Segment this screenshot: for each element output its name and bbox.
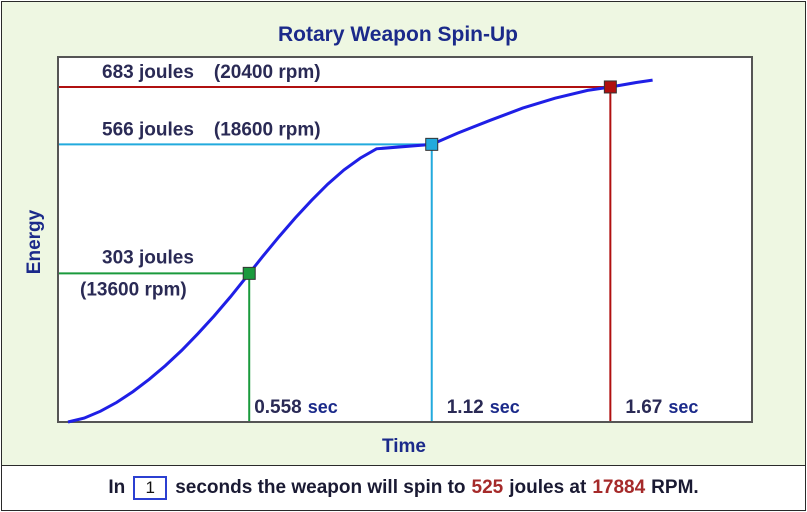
chart-panel: Rotary Weapon Spin-Up 303 joules (13600 r… [2,2,805,466]
joules-value: 525 [471,477,504,498]
marker-3-time-label: 1.67 sec [625,397,698,418]
spin-up-chart: Rotary Weapon Spin-Up 303 joules (13600 r… [24,23,753,457]
marker-2-point [425,137,439,151]
marker-2-time-unit: sec [490,397,520,417]
marker-3-label: 683 joules (20400 rpm) [102,62,321,83]
marker-3-point [603,80,617,94]
spin-up-curve [67,78,653,424]
marker-1-time-unit: sec [308,397,338,417]
marker-3-time-value: 1.67 [625,397,662,418]
marker-1-time-value: 0.558 [254,397,302,418]
marker-3-time-unit: sec [668,397,698,417]
x-axis-label: Time [382,436,426,457]
footer-middle: seconds the weapon will spin to [175,477,466,498]
joules-unit: joules at [509,477,587,498]
y-axis-label: Energy [24,209,45,274]
marker-2-energy-label: 566 joules [102,119,194,140]
marker-2-label: 566 joules (18600 rpm) [102,119,321,140]
chart-title: Rotary Weapon Spin-Up [278,23,518,46]
marker-3-energy-label: 683 joules [102,62,194,83]
marker-2-time-value: 1.12 [447,397,484,418]
marker-2-time-label: 1.12 sec [447,397,520,418]
guide-lines [59,85,612,421]
marker-1-point [242,266,256,280]
marker-1-energy-label: 303 joules [102,247,194,268]
plot-area [57,56,753,423]
rpm-value: 17884 [592,477,646,498]
marker-group: 303 joules (13600 rpm) 0.558 sec 566 joules (… [80,62,698,418]
rpm-unit: RPM. [651,477,699,498]
result-sentence: In seconds the weapon will spin to 525 j… [2,466,805,510]
marker-2-rpm-label: (18600 rpm) [214,119,321,140]
footer-prefix: In [108,477,126,498]
marker-1-rpm-label: (13600 rpm) [80,279,187,300]
marker-3-rpm-label: (20400 rpm) [214,62,321,83]
seconds-input[interactable] [133,476,168,500]
marker-1-time-label: 0.558 sec [254,397,338,418]
